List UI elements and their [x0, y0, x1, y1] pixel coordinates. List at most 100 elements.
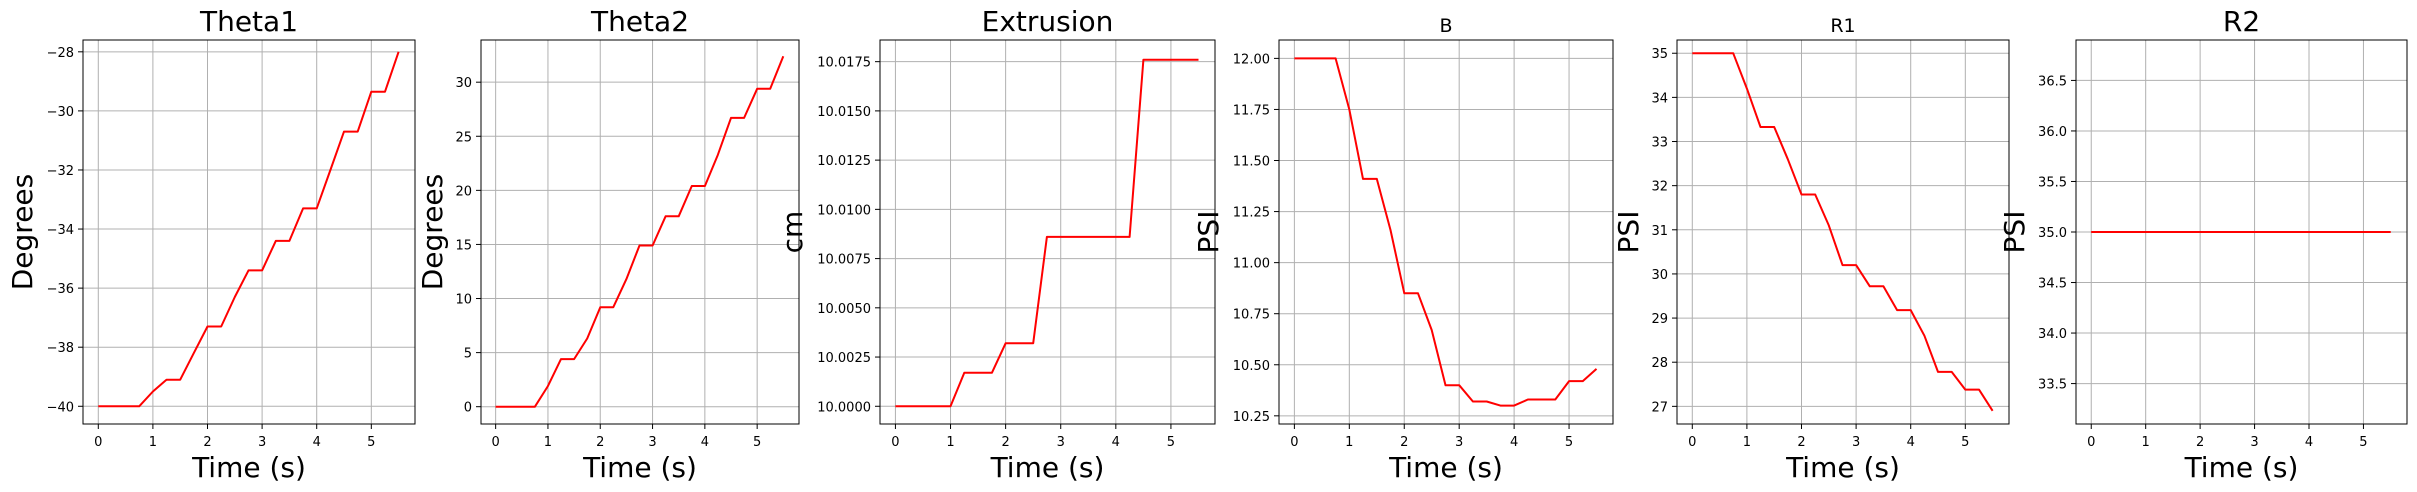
x-tick-label: 1	[149, 435, 157, 450]
subplot-4: 0 1 2 3 4 5 10.25 10.50 10.75 11.00 11.25 11.50 11.7…	[1192, 15, 1614, 484]
subplot-1: 0 1 2 3 4 5 −40 −38 −36 −34 −32 −30 −28 Theta1 Time (s…	[6, 5, 416, 484]
x-tick-label: 5	[1565, 435, 1573, 450]
y-tick-label: 10.25	[1233, 410, 1270, 425]
chart-title: Theta1	[199, 5, 298, 38]
axes-frame	[1278, 39, 1614, 425]
y-tick-label: 33	[1651, 136, 1668, 151]
x-tick-label: 5	[2359, 435, 2367, 450]
y-tick-label: 10.0100	[817, 203, 871, 218]
y-tick-label: 25	[455, 130, 472, 145]
x-tick-label: 1	[946, 435, 954, 450]
subplot-3: 0 1 2 3 4 5 10.0000 10.0025 10.0050 10.0075 10.010…	[776, 5, 1216, 484]
x-tick-label: 2	[1001, 435, 1009, 450]
axes-frame	[82, 39, 416, 425]
y-tick-label: 36.5	[2038, 74, 2067, 89]
y-tick-label: 28	[1651, 356, 1668, 371]
x-axis-label: Time (s)	[1785, 451, 1900, 484]
y-axis-label: PSI	[1612, 211, 1645, 254]
y-tick-label: 35.5	[2038, 175, 2067, 190]
x-tick-label: 0	[1688, 435, 1696, 450]
y-tick-label: −38	[47, 341, 74, 356]
y-tick-label: 30	[455, 76, 472, 91]
y-tick-label: 12.00	[1233, 52, 1270, 67]
y-tick-label: 35	[1651, 47, 1668, 62]
chart-title: R1	[1830, 15, 1855, 37]
x-axis-label: Time (s)	[191, 451, 306, 484]
y-tick-label: 10.0125	[817, 154, 871, 169]
series-line-1	[895, 58, 1199, 408]
y-tick-label: 10.0075	[817, 253, 871, 268]
x-tick-label: 0	[2087, 435, 2095, 450]
x-tick-label: 3	[258, 435, 266, 450]
y-tick-label: 5	[464, 347, 472, 362]
y-tick-label: 10.0175	[817, 56, 871, 71]
y-tick-label: 11.00	[1233, 257, 1270, 272]
x-tick-label: 0	[94, 435, 102, 450]
y-tick-label: −32	[47, 164, 74, 179]
x-tick-label: 2	[2196, 435, 2204, 450]
y-tick-label: 20	[455, 184, 472, 199]
y-tick-label: 31	[1651, 224, 1668, 239]
x-tick-label: 3	[1057, 435, 1065, 450]
y-tick-label: 15	[455, 238, 472, 253]
y-tick-label: 32	[1651, 180, 1668, 195]
x-tick-label: 5	[753, 435, 761, 450]
series-line-1	[98, 51, 400, 408]
x-tick-label: 1	[544, 435, 552, 450]
series-line-1	[1294, 57, 1598, 407]
y-tick-label: 35.0	[2038, 226, 2067, 241]
y-tick-label: 11.50	[1233, 155, 1270, 170]
x-tick-label: 1	[1345, 435, 1353, 450]
y-tick-label: 30	[1651, 268, 1668, 283]
y-tick-label: −34	[47, 223, 74, 238]
y-tick-label: 10.75	[1233, 308, 1270, 323]
y-tick-label: 34.0	[2038, 327, 2067, 342]
x-tick-label: 1	[2142, 435, 2150, 450]
x-tick-label: 4	[1510, 435, 1518, 450]
x-axis-label: Time (s)	[1388, 451, 1503, 484]
y-tick-label: 11.75	[1233, 103, 1270, 118]
x-tick-label: 3	[1455, 435, 1463, 450]
x-axis-label: Time (s)	[582, 451, 697, 484]
y-tick-label: −40	[47, 400, 74, 415]
y-axis-label: Degrees	[6, 174, 39, 291]
x-tick-label: 3	[1852, 435, 1860, 450]
axes-frame	[2075, 39, 2408, 425]
x-tick-label: 4	[701, 435, 709, 450]
x-tick-label: 2	[1400, 435, 1408, 450]
y-tick-label: −28	[47, 46, 74, 61]
x-tick-label: 4	[2305, 435, 2313, 450]
x-axis-label: Time (s)	[2184, 451, 2299, 484]
x-tick-label: 4	[1907, 435, 1915, 450]
y-axis-label: Degrees	[416, 174, 449, 291]
axes-frame	[879, 39, 1216, 425]
y-tick-label: 27	[1651, 400, 1668, 415]
series-line-1	[1692, 52, 1994, 412]
x-tick-label: 2	[596, 435, 604, 450]
chart-title: R2	[2223, 5, 2260, 38]
y-axis-label: PSI	[1192, 211, 1225, 254]
y-tick-label: 33.5	[2038, 378, 2067, 393]
y-tick-label: −36	[47, 282, 74, 297]
chart-title: B	[1439, 15, 1452, 37]
x-tick-label: 5	[1961, 435, 1969, 450]
x-tick-label: 3	[2250, 435, 2258, 450]
y-tick-label: 10.0025	[817, 351, 871, 366]
x-tick-label: 2	[203, 435, 211, 450]
y-axis-label: PSI	[1998, 211, 2031, 254]
y-tick-label: 29	[1651, 312, 1668, 327]
series-line-1	[495, 55, 785, 408]
y-tick-label: 10.0150	[817, 105, 871, 120]
x-tick-label: 0	[492, 435, 500, 450]
y-tick-label: −30	[47, 105, 74, 120]
axes-frame	[480, 39, 800, 425]
y-tick-label: 0	[464, 401, 472, 416]
x-tick-label: 4	[313, 435, 321, 450]
subplot-6: 0 1 2 3 4 5 33.5 34.0 34.5 35.0 35.5 36.0 36.5 R2 Time…	[1998, 5, 2408, 484]
x-tick-label: 0	[891, 435, 899, 450]
subplot-2: 0 1 2 3 4 5 0 5 10 15 20 25 30 Theta2 Time (s) Degrees	[416, 5, 800, 484]
y-tick-label: 10.0050	[817, 302, 871, 317]
x-axis-label: Time (s)	[990, 451, 1105, 484]
